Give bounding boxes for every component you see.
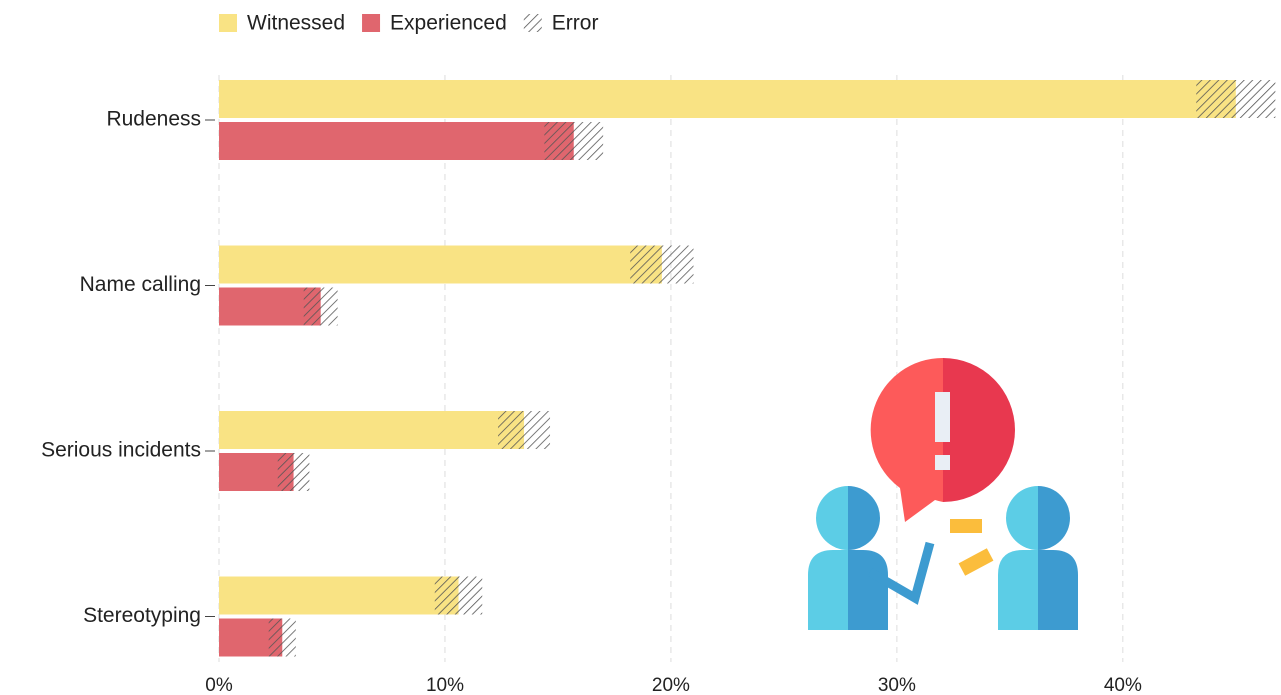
legend-label: Experienced [390,12,507,35]
legend-label: Error [552,12,599,35]
error-bar [1196,80,1276,118]
error-bar [498,411,551,449]
bar [219,80,1236,118]
bar [219,245,662,284]
bar [219,576,459,615]
y-tick-label: Serious incidents [41,439,201,462]
y-tick-label: Stereotyping [83,604,201,627]
error-bar [303,287,338,326]
bar [219,411,525,449]
x-tick-label: 10% [426,675,464,695]
bar [219,122,574,160]
x-tick-label: 20% [652,675,690,695]
legend-swatch [523,14,542,32]
y-tick-label: Name calling [80,273,201,296]
legend-label: Witnessed [247,12,345,35]
x-tick-label: 30% [878,675,916,695]
error-bar [434,576,483,615]
x-tick-label: 40% [1104,675,1142,695]
error-bar [268,618,296,657]
y-tick-label: Rudeness [106,108,201,131]
x-tick-label: 0% [205,675,233,695]
error-bar [277,453,310,491]
illustration [808,357,1078,630]
legend-swatch [362,14,381,32]
legend-swatch [219,14,237,32]
error-bar [544,122,604,160]
error-bar [630,245,694,284]
